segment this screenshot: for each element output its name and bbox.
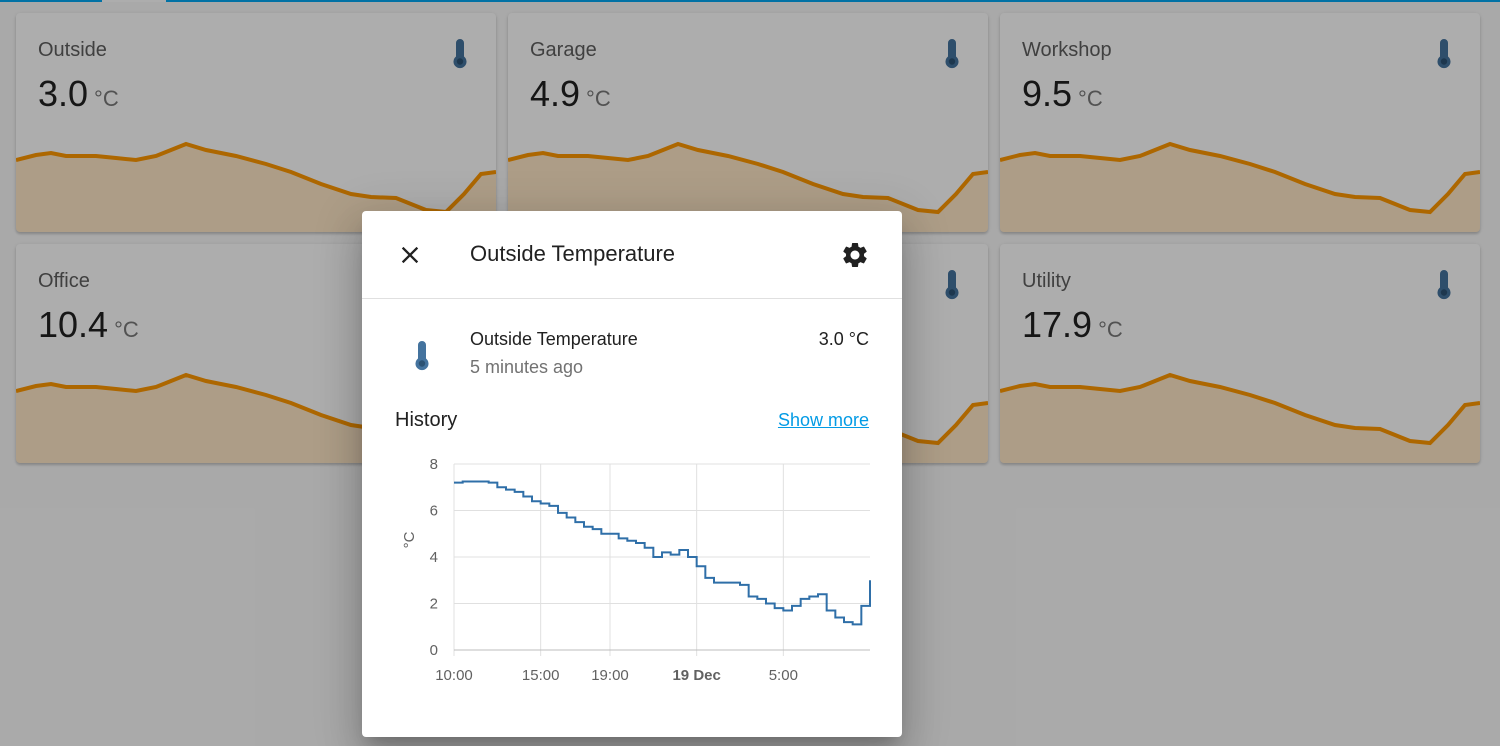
active-tab-indicator — [102, 0, 166, 2]
thermometer-icon — [453, 39, 467, 69]
x-tick-label: 10:00 — [435, 667, 473, 684]
dialog-title: Outside Temperature — [470, 241, 676, 266]
x-tick-label: 15:00 — [522, 667, 560, 684]
sparkline-area — [1000, 375, 1480, 463]
top-app-bar-accent — [0, 0, 1500, 2]
entity-last-changed: 5 minutes ago — [470, 357, 584, 377]
card-name: Utility — [1022, 270, 1071, 292]
y-tick-label: 6 — [430, 503, 438, 520]
sparkline-area — [1000, 144, 1480, 232]
entity-state: 3.0 °C — [818, 329, 869, 349]
sensor-card-outside[interactable]: Outside 3.0 °C — [16, 13, 496, 232]
sparkline-line — [1000, 372, 1480, 446]
thermometer-icon — [945, 270, 959, 300]
entity-name: Outside Temperature — [470, 329, 638, 349]
card-value: 3.0 °C — [38, 73, 119, 114]
card-name: Workshop — [1022, 39, 1112, 61]
show-more-link[interactable]: Show more — [777, 410, 869, 430]
y-axis-label: °C — [401, 531, 418, 548]
card-name: Garage — [530, 39, 597, 61]
y-tick-label: 4 — [430, 549, 438, 566]
thermometer-icon — [1437, 39, 1451, 69]
x-tick-label: 5:00 — [769, 667, 798, 684]
sensor-card-garage[interactable]: Garage 4.9 °C — [508, 13, 988, 232]
close-icon[interactable] — [396, 241, 424, 269]
history-chart: 0 2 4 6 8 10:00 15:00 19:00 19 Dec 5:00 °C — [401, 456, 871, 684]
sparkline-area — [16, 144, 496, 232]
more-info-dialog: Outside Temperature Outside Temperature … — [362, 211, 902, 737]
thermometer-icon — [1437, 270, 1451, 300]
series-line — [454, 480, 871, 626]
card-value: 10.4 °C — [38, 304, 139, 345]
sensor-card-utility[interactable]: Utility 17.9 °C — [1000, 244, 1480, 463]
sensor-card-workshop[interactable]: Workshop 9.5 °C — [1000, 13, 1480, 232]
sparkline — [16, 141, 496, 232]
sparkline-line — [1000, 141, 1480, 215]
entity-row: Outside Temperature 5 minutes ago 3.0 °C — [362, 321, 902, 381]
card-value: 17.9 °C — [1022, 304, 1123, 345]
dialog-header: Outside Temperature — [362, 211, 902, 299]
sparkline — [1000, 372, 1480, 463]
card-name: Outside — [38, 39, 107, 61]
sparkline-line — [508, 141, 988, 215]
card-name: Office — [38, 270, 90, 292]
sparkline — [508, 141, 988, 232]
card-value: 4.9 °C — [530, 73, 611, 114]
sparkline-line — [16, 141, 496, 215]
thermometer-icon — [945, 39, 959, 69]
sparkline — [1000, 141, 1480, 232]
gear-icon[interactable] — [840, 240, 870, 270]
history-heading: History — [395, 409, 458, 431]
x-tick-label: 19:00 — [591, 667, 629, 684]
card-value: 9.5 °C — [1022, 73, 1103, 114]
y-tick-label: 0 — [430, 642, 438, 659]
x-tick-label: 19 Dec — [672, 667, 720, 684]
y-tick-label: 8 — [430, 456, 438, 473]
y-tick-label: 2 — [430, 596, 438, 613]
sparkline-area — [508, 144, 988, 232]
thermometer-icon — [415, 341, 429, 371]
